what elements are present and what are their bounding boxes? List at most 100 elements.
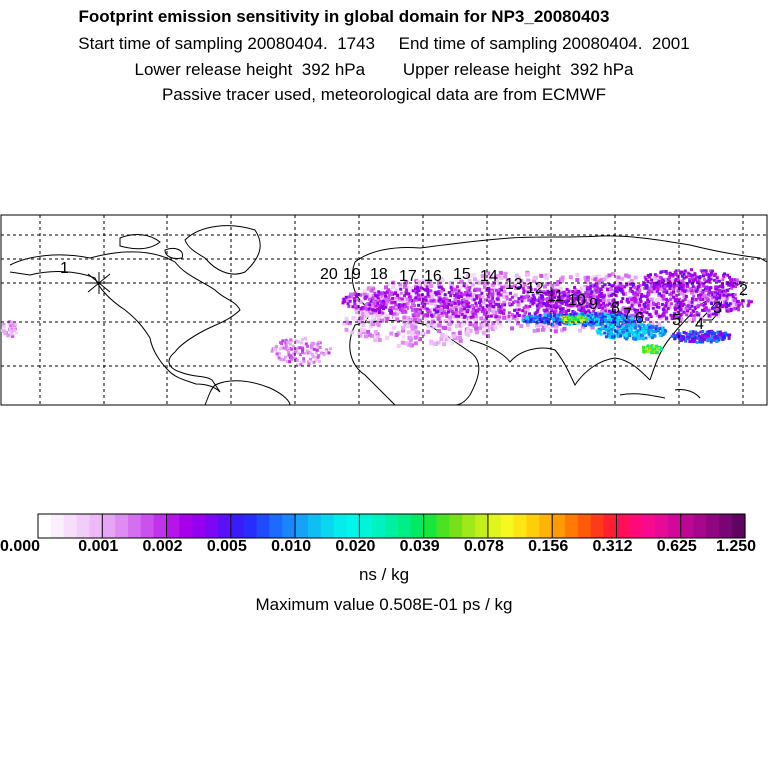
footprint-cell	[462, 303, 466, 307]
footprint-cell	[545, 306, 549, 310]
footprint-cell	[538, 323, 543, 327]
footprint-cell	[733, 306, 737, 310]
footprint-cell	[706, 279, 710, 283]
footprint-cell	[715, 279, 719, 283]
footprint-cell	[393, 300, 397, 304]
footprint-cell	[683, 297, 687, 301]
plume-marker-label: 6	[635, 310, 644, 327]
footprint-cell	[607, 273, 612, 278]
footprint-cell	[664, 297, 668, 301]
footprint-cell	[706, 333, 710, 337]
footprint-cell	[673, 334, 677, 338]
footprint-cell	[692, 333, 696, 337]
footprint-cell	[307, 362, 311, 366]
footprint-cell	[555, 321, 559, 325]
footprint-cell	[650, 278, 654, 282]
footprint-cell	[605, 328, 608, 331]
footprint-cell	[723, 336, 726, 340]
footprint-cell	[450, 341, 454, 346]
footprint-cell	[617, 286, 621, 290]
footprint-cell	[555, 282, 560, 287]
footprint-cell	[718, 289, 722, 293]
footprint-cell	[601, 306, 605, 310]
footprint-cell	[527, 285, 531, 289]
footprint-cell	[284, 355, 287, 359]
footprint-cell	[346, 302, 350, 306]
footprint-cell	[361, 306, 365, 309]
footprint-cell	[604, 324, 608, 328]
footprint-cell	[402, 315, 407, 320]
footprint-cell	[305, 349, 309, 353]
footprint-cell	[650, 290, 654, 294]
colorbar-cell	[50, 514, 65, 538]
footprint-cell	[638, 298, 642, 301]
footprint-cell	[685, 282, 689, 286]
footprint-cell	[408, 299, 412, 303]
footprint-cell	[713, 295, 717, 299]
footprint-cell	[487, 308, 492, 312]
footprint-cell	[450, 303, 454, 307]
footprint-cell	[429, 301, 434, 306]
footprint-cell	[437, 292, 441, 295]
footprint-cell	[525, 308, 530, 313]
footprint-cell	[10, 334, 14, 338]
footprint-cell	[405, 297, 410, 302]
footprint-cell	[487, 276, 492, 280]
footprint-cell	[349, 294, 354, 299]
footprint-cell	[522, 298, 527, 303]
footprint-cell	[666, 307, 670, 311]
footprint-cell	[630, 303, 634, 307]
footprint-cell	[498, 288, 502, 292]
footprint-cell	[546, 289, 550, 293]
footprint-cell	[573, 302, 577, 306]
footprint-cell	[627, 321, 631, 324]
footprint-cell	[627, 332, 631, 336]
footprint-cell	[694, 289, 698, 293]
footprint-cell	[689, 268, 693, 272]
footprint-cell	[478, 326, 483, 331]
footprint-cell	[501, 285, 505, 289]
colorbar-cell	[552, 514, 566, 538]
footprint-cell	[607, 294, 611, 298]
footprint-cell	[503, 303, 507, 307]
footprint-cell	[510, 295, 514, 299]
plume-marker-label: 9	[589, 296, 598, 313]
footprint-cell	[347, 295, 351, 299]
footprint-cell	[474, 330, 479, 335]
footprint-cell	[486, 288, 490, 292]
footprint-cell	[645, 300, 649, 304]
footprint-cell	[610, 327, 614, 331]
footprint-cell	[438, 297, 442, 301]
footprint-cell	[317, 340, 321, 344]
footprint-cell	[713, 332, 717, 335]
footprint-cell	[462, 315, 466, 319]
footprint-cell	[678, 285, 682, 289]
footprint-cell	[613, 313, 617, 317]
footprint-cell	[597, 274, 602, 279]
footprint-cell	[550, 309, 554, 312]
footprint-cell	[382, 307, 385, 310]
footprint-cell	[358, 299, 363, 304]
footprint-cell	[614, 281, 619, 286]
footprint-cell	[410, 324, 415, 329]
footprint-cell	[502, 300, 507, 305]
footprint-cell	[670, 317, 674, 321]
footprint-cell	[587, 292, 591, 296]
footprint-cell	[302, 357, 306, 361]
footprint-cell	[391, 305, 396, 310]
footprint-cell	[449, 294, 453, 298]
footprint-cell	[672, 290, 676, 294]
footprint-cell	[653, 276, 657, 281]
footprint-cell	[719, 336, 723, 340]
footprint-cell	[715, 310, 720, 315]
footprint-cell	[581, 324, 585, 329]
footprint-cell	[442, 342, 447, 347]
footprint-cell	[657, 302, 660, 305]
footprint-cell	[627, 315, 631, 319]
footprint-cell	[302, 359, 306, 363]
footprint-cell	[344, 316, 349, 321]
footprint-cell	[294, 347, 298, 351]
footprint-cell	[424, 298, 428, 302]
footprint-cell	[600, 318, 604, 321]
footprint-cell	[698, 276, 702, 280]
